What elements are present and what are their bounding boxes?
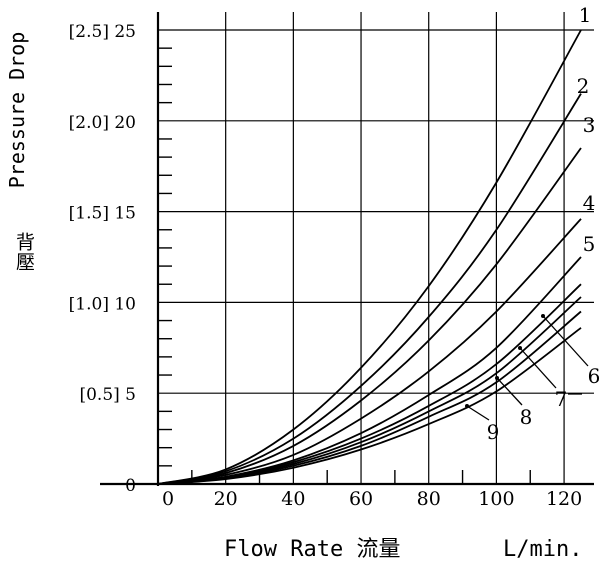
- leader-line-9: [466, 405, 490, 421]
- leader-dot-6: [541, 314, 545, 318]
- leader-line-6: [542, 315, 589, 367]
- x-axis-title: Flow Rate 流量: [224, 537, 400, 562]
- x-axis-unit: L/min.: [503, 537, 582, 562]
- series-label-6: 6: [588, 364, 599, 388]
- curve-9: [157, 327, 582, 485]
- minor-ticks: [158, 47, 531, 484]
- series-label-3: 3: [583, 113, 596, 137]
- x-tick-label: 80: [417, 488, 441, 510]
- leader-line-7: [519, 347, 557, 389]
- x-tick-label: 100: [478, 488, 514, 510]
- x-tick-label: 60: [349, 488, 373, 510]
- curves: [157, 29, 582, 485]
- grid: [158, 12, 594, 484]
- axes: [100, 12, 594, 486]
- y-tick-labels: 0 [0.5] 5 [1.0] 10 [1.5] 15 [2.0] 20 [2.5] 25: [69, 22, 136, 496]
- curve-2: [157, 93, 582, 485]
- leader-dot-8: [495, 376, 499, 380]
- x-tick-label: 0: [162, 488, 174, 510]
- x-tick-labels: 0 20 40 60 80 100 120: [162, 488, 582, 510]
- series-label-9: 9: [487, 420, 500, 444]
- leader-dot-9: [465, 404, 469, 408]
- series-label-5: 5: [583, 232, 596, 256]
- curve-1: [157, 29, 582, 485]
- curve-5: [157, 256, 582, 485]
- label-leaders: [465, 314, 589, 421]
- series-label-7: 7: [555, 387, 568, 411]
- y-axis-title-cjk: 背壓: [13, 232, 35, 272]
- series-label-2: 2: [577, 74, 590, 98]
- x-tick-label: 40: [281, 488, 305, 510]
- leader-dot-7: [518, 346, 522, 350]
- series-label-8: 8: [520, 405, 533, 429]
- y-tick-label: [1.0] 10: [69, 294, 136, 314]
- x-tick-label: 120: [546, 488, 582, 510]
- series-label-1: 1: [579, 3, 592, 27]
- curve-6: [157, 283, 582, 485]
- curve-3: [157, 147, 582, 485]
- x-tick-label: 20: [214, 488, 238, 510]
- curve-4: [157, 218, 582, 485]
- y-tick-label: [0.5] 5: [79, 385, 136, 405]
- curve-8: [157, 310, 582, 485]
- y-tick-label: 0: [125, 476, 136, 496]
- series-label-4: 4: [583, 191, 596, 215]
- curve-7: [157, 296, 582, 485]
- y-axis-title: Pressure Drop: [5, 32, 29, 189]
- leader-line-8: [496, 377, 523, 406]
- y-tick-label: [2.0] 20: [69, 113, 136, 133]
- y-tick-label: [1.5] 15: [69, 204, 136, 224]
- y-tick-label: [2.5] 25: [69, 22, 136, 42]
